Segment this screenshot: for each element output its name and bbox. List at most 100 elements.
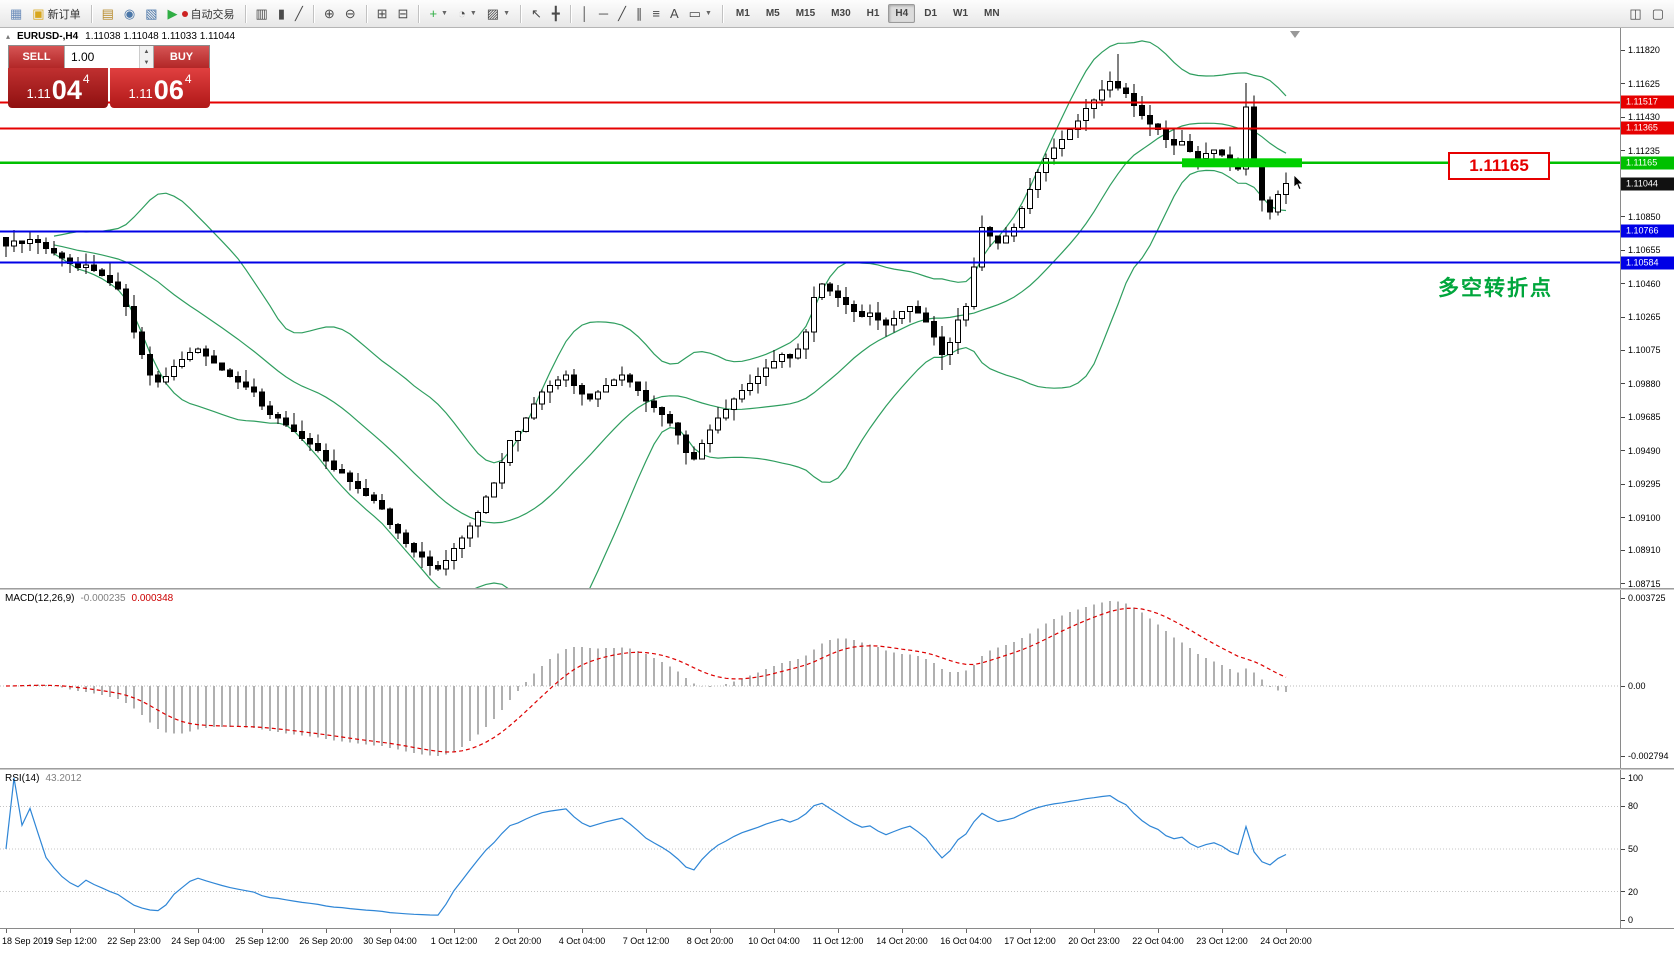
vertical-line-icon[interactable]: │ [576, 4, 594, 23]
bid-price-button[interactable]: 1.11 04 4 [8, 68, 108, 108]
price-axis[interactable]: 1.118201.116251.114301.112351.110401.108… [1620, 28, 1674, 588]
timeframe-mn-button[interactable]: MN [984, 8, 1000, 19]
time-label: 14 Oct 20:00 [876, 936, 928, 946]
zoom-in-icon[interactable]: ⊕ [319, 4, 340, 23]
volume-up-button[interactable]: ▲ [140, 46, 153, 57]
axis-tick-label: 1.10655 [1628, 245, 1661, 256]
axis-tick-label: 1.09490 [1628, 445, 1661, 456]
time-label: 24 Sep 04:00 [171, 936, 225, 946]
price-annotation-box[interactable]: 1.11165 [1448, 152, 1550, 180]
sell-button[interactable]: SELL [9, 46, 64, 68]
line-chart-icon[interactable]: ╱ [290, 4, 308, 23]
volume-down-button[interactable]: ▼ [140, 57, 153, 68]
zoom-in-icon-glyph: ⊕ [323, 6, 335, 21]
tile-windows-icon[interactable]: ⊞ [372, 4, 393, 23]
timeframe-w1-button[interactable]: W1 [953, 8, 969, 19]
axis-tick-label: 1.11820 [1628, 45, 1660, 56]
toolbar-separator [721, 4, 723, 23]
toolbar-separator [569, 4, 571, 23]
time-tick [326, 929, 327, 933]
shapes-icon[interactable]: ▭ ▼ [684, 4, 717, 23]
timeframe-d1-button[interactable]: D1 [924, 8, 938, 19]
time-label: 17 Oct 12:00 [1004, 936, 1056, 946]
crosshair-icon-glyph: ╋ [551, 6, 560, 21]
bar-chart-icon[interactable]: ▥ [251, 4, 273, 23]
ask-big-digits: 06 [153, 75, 184, 105]
toolbar-separator [312, 4, 314, 23]
time-label: 4 Oct 04:00 [558, 936, 606, 946]
one-click-toggle-icon[interactable]: ▴ [6, 32, 11, 41]
macd-plot[interactable] [0, 590, 1620, 768]
new-order-button[interactable]: ▣ 新订单 [27, 3, 85, 25]
cursor-icon-glyph: ↖ [531, 6, 542, 21]
volume-stepper: ▲ ▼ [64, 46, 154, 68]
arrange-windows-icon[interactable]: ⊟ [393, 4, 414, 23]
volume-input[interactable] [65, 46, 139, 68]
axis-tick [1621, 805, 1625, 807]
axis-tick [1621, 116, 1625, 118]
text-icon[interactable]: A [665, 4, 684, 23]
price-chart-plot[interactable] [0, 28, 1620, 588]
timeframe-m30-button[interactable]: M30 [831, 8, 851, 19]
template-button[interactable]: ▨ ▼ [482, 4, 515, 23]
horizontal-line-icon[interactable]: ─ [594, 4, 613, 23]
ask-price-button[interactable]: 1.11 06 4 [110, 68, 210, 108]
terminal-icon[interactable]: ▧ [140, 4, 162, 23]
timeframe-m1-button[interactable]: M1 [735, 8, 750, 19]
axis-tick [1621, 450, 1625, 452]
rsi-plot[interactable] [0, 770, 1620, 928]
macd-value: -0.000235 [80, 593, 126, 604]
new-order-button-label: 新订单 [47, 8, 81, 21]
axis-tick [1621, 848, 1625, 850]
navigator-icon[interactable]: ◉ [119, 4, 140, 23]
bid-big-digits: 04 [51, 75, 82, 105]
time-axis[interactable]: 18 Sep 2019 19 Sep 12:00 22 Sep 23:00 24 Se… [0, 928, 1674, 953]
trendline-icon[interactable]: ╱ [613, 4, 631, 23]
zoom-out-icon[interactable]: ⊖ [340, 4, 361, 23]
panel-splitter[interactable] [0, 768, 1674, 770]
axis-tick [1621, 755, 1625, 757]
buy-button[interactable]: BUY [154, 46, 209, 68]
auto-trading-status-dot [181, 10, 188, 17]
rsi-value: 43.2012 [45, 773, 82, 784]
axis-tick-label: 0.00 [1628, 681, 1646, 691]
chart-symbol: EURUSD-,H4 [17, 31, 79, 42]
market-watch-icon[interactable]: ▤ [97, 4, 119, 23]
axis-tick-label: 0 [1628, 915, 1634, 925]
text-icon-glyph: A [670, 6, 679, 21]
axis-tick-label: 1.10265 [1628, 312, 1661, 323]
axis-tick-label: 1.09685 [1628, 412, 1661, 423]
time-label: 7 Oct 12:00 [622, 936, 670, 946]
sell-label: SELL [22, 51, 51, 63]
panel-splitter[interactable] [0, 588, 1674, 590]
axis-tick-label: 20 [1628, 886, 1639, 897]
axis-tick-label: -0.002794 [1628, 751, 1669, 762]
axis-tick [1621, 249, 1625, 251]
channel-icon[interactable]: ∥ [631, 4, 648, 23]
new-order-glyph: ▣ [32, 6, 45, 21]
axis-tick-label: 1.11235 [1628, 145, 1660, 156]
timeframe-m15-button[interactable]: M15 [795, 8, 816, 19]
candlestick-chart-icon-glyph: ▮ [277, 6, 285, 21]
timeframe-h4-button[interactable]: H4 [888, 4, 916, 23]
fullscreen-icon[interactable]: ▢ [1647, 4, 1669, 23]
candlestick-chart-icon[interactable]: ▮ [273, 4, 290, 23]
rsi-axis[interactable]: 100 80 50 20 0 [1620, 770, 1674, 928]
shapes-icon-glyph: ▭ [688, 6, 701, 21]
macd-axis[interactable]: 0.003725 0.00 -0.002794 [1620, 590, 1674, 768]
chart-window-icon[interactable]: ▦ [5, 4, 27, 23]
toolbar: ▦ ▣ 新订单 ▤ ◉ ▧ ▶ 自动交易 ▥ ▮ ╱ ⊕ ⊖ ⊞ ⊟ + ▼ ◔ ▼ ▨ ▼ ↖ ╋ │ ─ ╱ ∥ ≡ A ▭ ▼ M1 M5… [0, 0, 1674, 28]
axis-tick [1621, 483, 1625, 485]
periodicity-button[interactable]: ◔ ▼ [453, 4, 482, 23]
axis-tick-label: 50 [1628, 844, 1639, 854]
timeframe-h1-button[interactable]: H1 [866, 8, 880, 19]
fibonacci-icon[interactable]: ≡ [647, 4, 665, 23]
timeframe-m5-button[interactable]: M5 [765, 8, 780, 19]
window-layout-icon[interactable]: ◫ [1624, 4, 1646, 23]
crosshair-icon[interactable]: ╋ [547, 4, 565, 23]
cursor-icon[interactable]: ↖ [526, 4, 547, 23]
auto-trading-button[interactable]: ▶ 自动交易 [163, 3, 240, 25]
chart-shift-marker-icon[interactable] [1290, 31, 1300, 38]
add-indicator-button[interactable]: + ▼ [424, 4, 453, 23]
add-indicator-glyph: + [429, 6, 438, 21]
